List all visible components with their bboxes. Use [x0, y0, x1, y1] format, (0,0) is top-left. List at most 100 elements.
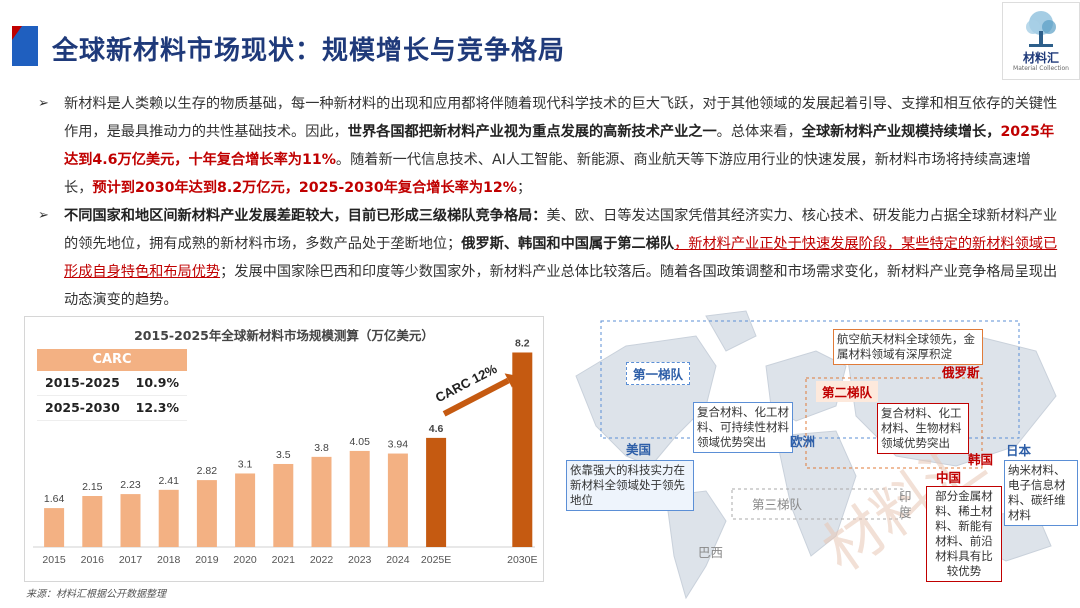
india-label: 印度 [899, 489, 912, 520]
bar-value-label: 3.94 [388, 439, 409, 451]
tree-logo-icon [1026, 11, 1056, 47]
logo: 材料汇 Material Collection [1002, 2, 1080, 80]
china-box: 部分金属材料、稀土材料、新能有材料、前沿材料具有比较优势 [926, 486, 1002, 582]
bar [235, 473, 256, 547]
carc-period: 2025-2030 [45, 400, 120, 415]
bar-value-label: 2.82 [197, 465, 218, 477]
bar-value-label: 4.6 [429, 423, 444, 435]
bar-value-label: 2.15 [82, 481, 103, 493]
text-underlined: ，新材料产业正处于快速发展阶段，某些特定的新材料领域已形成自身特色和布局优势 [64, 236, 1058, 280]
x-tick-label: 2020 [233, 554, 257, 566]
bar [349, 450, 370, 547]
text: 。随着新一代信息技术、AI人工智能、新能源、商业航天等下游应用行业的快速发展，新… [64, 152, 1031, 196]
text: ；发展中国家除巴西和印度等少数国家外，新材料产业总体比较落后。随着各国政策调整和… [64, 264, 1058, 308]
bar [512, 352, 533, 547]
x-tick-label: 2024 [386, 554, 410, 566]
carc-table: CARC 2015-2025 10.9% 2025-2030 12.3% [37, 349, 187, 421]
usa-label: 美国 [626, 442, 652, 457]
title-accent-icon [12, 26, 38, 66]
bar-value-label: 4.05 [349, 436, 370, 448]
carc-rate: 12.3% [135, 400, 179, 415]
text: 。总体来看， [716, 124, 802, 140]
bar-value-label: 2.41 [158, 475, 179, 487]
tier2-frame [805, 377, 983, 469]
carc-rate: 10.9% [135, 375, 179, 390]
text-bold: 不同国家和地区间新材料产业发展差距较大，目前已形成三级梯队竞争格局： [64, 208, 547, 224]
text-bold: 全球新材料产业规模持续增长， [801, 124, 1001, 140]
europe-label: 欧洲 [790, 434, 816, 449]
bar [387, 453, 408, 547]
x-tick-label: 2022 [310, 554, 334, 566]
text-bold: 世界各国都把新材料产业视为重点发展的高新技术产业之一 [347, 124, 717, 140]
tier2-label: 第二梯队 [816, 381, 879, 402]
x-tick-label: 2021 [272, 554, 296, 566]
bar [426, 437, 447, 547]
x-tick-label: 2030E [507, 554, 537, 566]
carc-period: 2015-2025 [45, 375, 120, 390]
x-tick-label: 2025E [421, 554, 451, 566]
japan-box: 纳米材料、电子信息材料、碳纤维材料 [1004, 460, 1078, 526]
bar [120, 494, 141, 547]
text-bold: 俄罗斯、韩国和中国属于第二梯队 [461, 236, 675, 252]
bar [311, 456, 332, 547]
usa-box: 依靠强大的科技实力在新材料全领域处于领先地位 [566, 460, 694, 511]
bar-value-label: 3.5 [276, 449, 291, 461]
text: 新材料是人类赖以生存的物质基础，每一种新材料的出现和应用都将伴随着现代科学技术的… [64, 96, 1058, 140]
russia-label: 俄罗斯 [942, 365, 980, 380]
bar [196, 480, 217, 547]
bar-value-label: 3.8 [314, 442, 329, 454]
bullet-icon: ➢ [38, 208, 49, 223]
tier1-label: 第一梯队 [626, 362, 691, 385]
tier1-frame [600, 320, 1020, 439]
africa-shape [775, 430, 857, 557]
carc-row: 2025-2030 12.3% [37, 396, 187, 421]
text: ； [517, 180, 532, 196]
bar-value-label: 2.23 [120, 479, 141, 491]
bullet-icon: ➢ [38, 96, 49, 111]
korea-label: 韩国 [968, 452, 994, 467]
header: 全球新材料市场现状：规模增长与竞争格局 材料汇 Material Collect… [0, 0, 1080, 82]
text: 美、欧、日等发达国家凭借其经济实力、核心技术、研发能力占据全球新材料产业的领先地… [64, 208, 1058, 252]
carc-table-header: CARC [37, 349, 187, 371]
source-note: 来源：材料汇根据公开数据整理 [26, 589, 166, 600]
bar-value-label: 3.1 [238, 458, 253, 470]
carc-row: 2015-2025 10.9% [37, 371, 187, 396]
chart-title: 2015-2025年全球新材料市场规模测算（万亿美元） [134, 328, 434, 343]
europe-box: 复合材料、化工材料、可持续性材料领域优势突出 [693, 402, 793, 453]
korea-box: 复合材料、化工材料、生物材料领域优势突出 [877, 403, 969, 454]
tier3-frame [731, 488, 903, 520]
growth-arrow [442, 377, 510, 417]
bar [158, 489, 179, 547]
tier3-label: 第三梯队 [752, 497, 803, 512]
page-title: 全球新材料市场现状：规模增长与竞争格局 [52, 36, 566, 66]
bar [82, 496, 103, 547]
china-label: 中国 [936, 470, 962, 485]
text-highlight: 2025年达到4.6万亿美元，十年复合增长率为11% [64, 124, 1055, 168]
paragraph-competition: ➢ 不同国家和地区间新材料产业发展差距较大，目前已形成三级梯队竞争格局：美、欧、… [36, 202, 1058, 314]
greenland-shape [705, 310, 757, 352]
growth-arrow-label: CARC 12% [433, 361, 500, 406]
x-tick-label: 2016 [81, 554, 105, 566]
x-tick-label: 2015 [42, 554, 66, 566]
text-highlight: 预计到2030年达到8.2万亿元，2025-2030年复合增长率为12% [92, 180, 518, 196]
bar-chart-svg: 1.64 2015 2.15 2016 2.23 2017 2.41 2018 2.82 2019… [33, 337, 537, 566]
bar [273, 463, 294, 547]
market-size-chart: 1.64 2015 2.15 2016 2.23 2017 2.41 2018 2.82 2019… [24, 316, 544, 582]
paragraph-market-growth: ➢ 新材料是人类赖以生存的物质基础，每一种新材料的出现和应用都将伴随着现代科学技… [36, 90, 1058, 202]
logo-subtitle: Material Collection [1013, 65, 1069, 72]
bar [44, 508, 65, 547]
brazil-label: 巴西 [698, 545, 724, 560]
x-tick-label: 2018 [157, 554, 181, 566]
x-tick-label: 2023 [348, 554, 372, 566]
bar-value-label: 1.64 [44, 493, 65, 505]
x-tick-label: 2017 [119, 554, 143, 566]
russia-box: 航空航天材料全球领先，金属材料领域有深厚积淀 [833, 329, 983, 365]
japan-label: 日本 [1006, 443, 1032, 458]
content: ➢ 新材料是人类赖以生存的物质基础，每一种新材料的出现和应用都将伴随着现代科学技… [36, 90, 1058, 314]
south-america-shape [665, 490, 727, 600]
world-map: 材料汇 第一梯队 第二梯队 第三梯队 美国 依靠强大的科技实力在新材料全领域处于… [556, 306, 1078, 602]
logo-text: 材料汇 [1022, 51, 1059, 65]
bar-value-label: 8.2 [515, 337, 530, 349]
growth-arrow-head [504, 373, 518, 388]
x-tick-label: 2019 [195, 554, 219, 566]
